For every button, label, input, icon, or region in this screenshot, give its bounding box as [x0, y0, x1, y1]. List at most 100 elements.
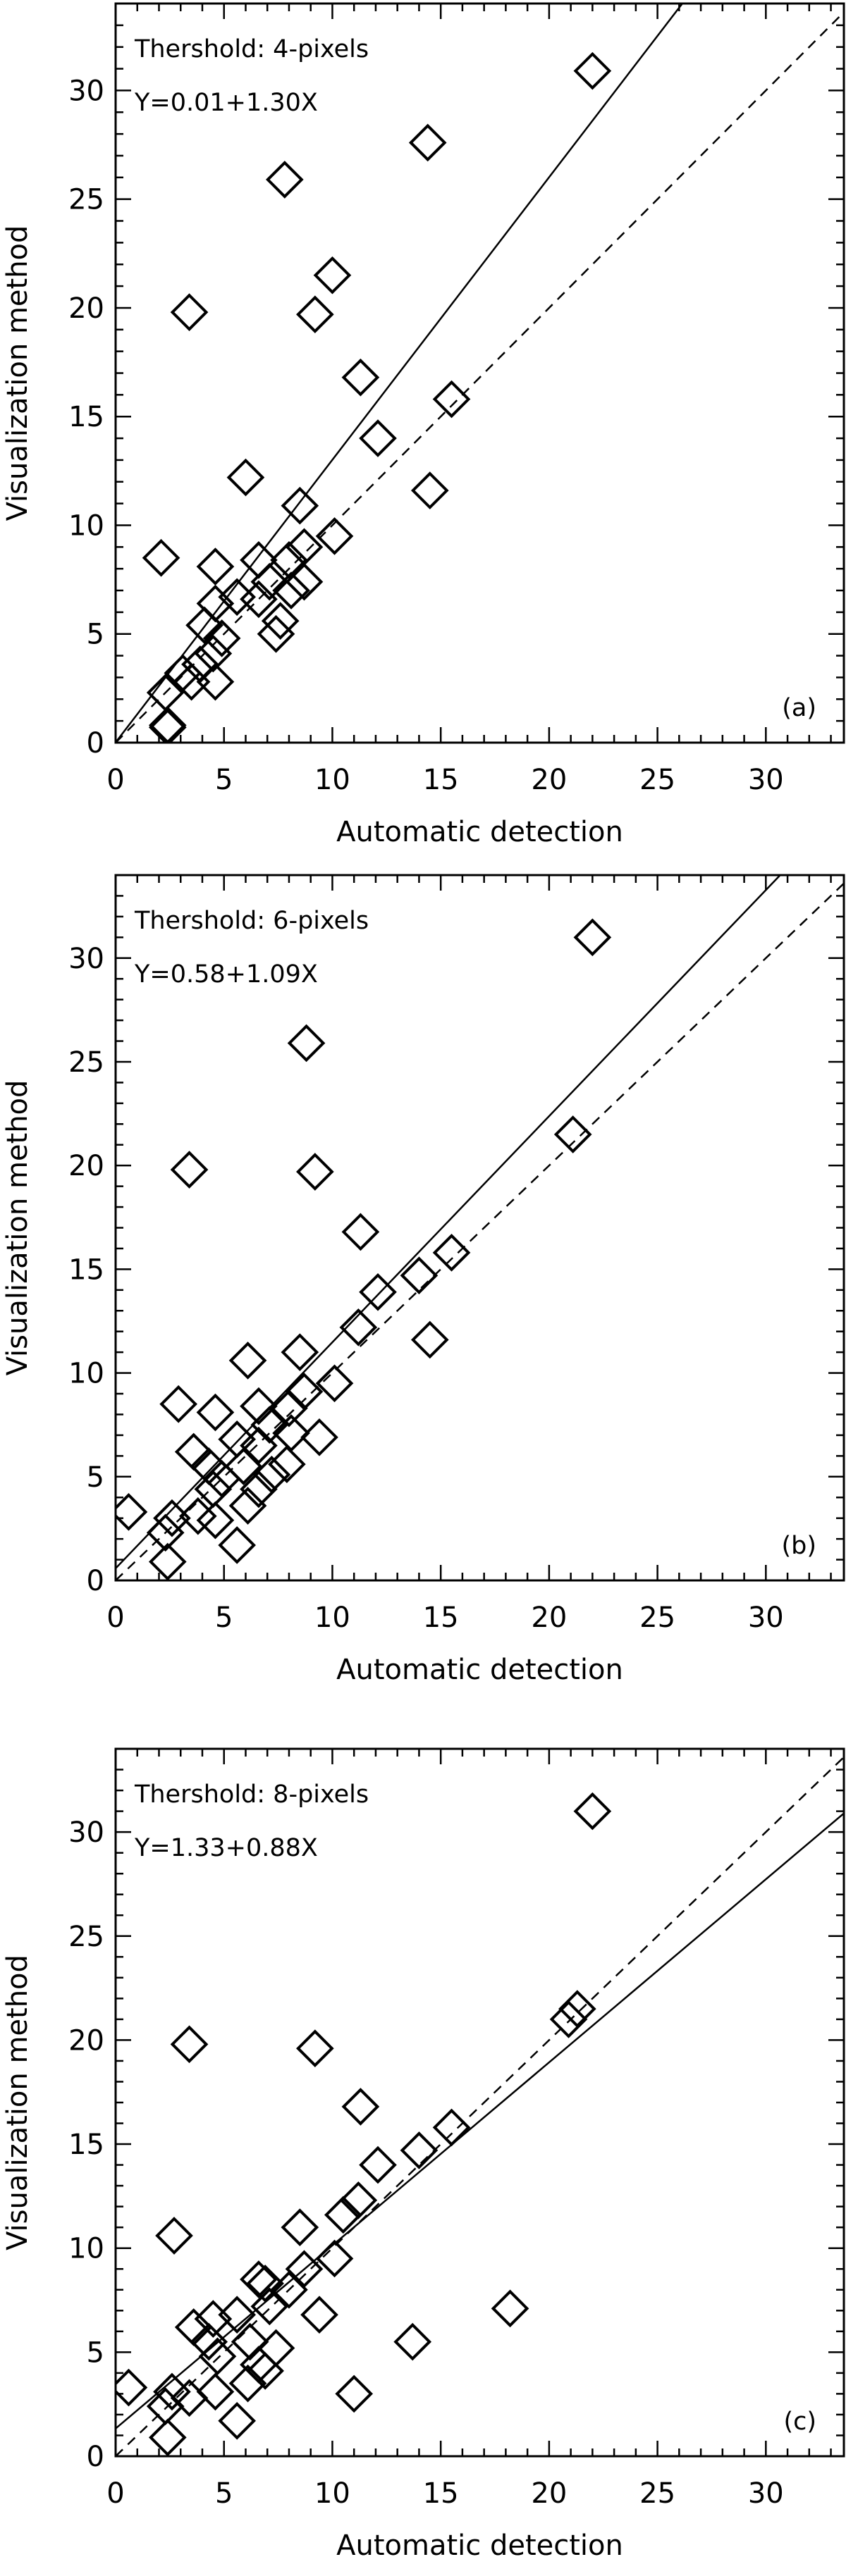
threshold-annotation: Thershold: 8-pixels — [134, 1781, 369, 1809]
data-point — [410, 1320, 449, 1359]
data-point — [142, 538, 180, 577]
data-point — [573, 51, 612, 90]
x-tick-label: 25 — [639, 2477, 675, 2510]
plot-frame — [114, 2, 845, 744]
data-point — [573, 918, 612, 957]
data-point — [196, 547, 235, 586]
data-point — [250, 1406, 289, 1444]
data-point — [170, 2379, 209, 2417]
y-tick-label: 10 — [68, 1358, 104, 1390]
data-point — [553, 1115, 592, 1153]
x-tick-label: 10 — [314, 2477, 350, 2510]
data-point — [116, 2368, 148, 2407]
plot-frame — [114, 1747, 845, 2458]
data-point — [148, 2418, 187, 2456]
data-point — [296, 1153, 334, 1191]
y-tick-label: 25 — [68, 184, 104, 216]
y-tick-label: 0 — [87, 1565, 104, 1597]
x-tick-label: 5 — [215, 1602, 233, 1634]
data-point — [194, 2300, 233, 2338]
data-point — [190, 2322, 228, 2361]
lines-group — [116, 1756, 844, 2456]
x-tick-label: 15 — [423, 764, 459, 796]
data-point — [153, 1499, 191, 1537]
data-point — [148, 708, 187, 743]
data-point — [400, 2131, 439, 2169]
y-tick-label: 5 — [87, 2336, 104, 2369]
x-tick-label: 0 — [106, 2477, 124, 2510]
x-tick-label: 15 — [423, 1602, 459, 1634]
data-point — [218, 2401, 256, 2440]
y-tick-label: 0 — [87, 2441, 104, 2473]
y-tick-label: 20 — [68, 2024, 104, 2057]
x-tick-label: 0 — [106, 1602, 124, 1634]
data-point — [202, 1459, 241, 1498]
y-tick-label: 20 — [68, 292, 104, 325]
data-point — [196, 1501, 235, 1540]
fit-equation-annotation: Y=0.01+1.30X — [134, 89, 318, 117]
data-point — [393, 2322, 432, 2361]
data-point — [240, 580, 278, 619]
data-point — [296, 295, 334, 334]
data-point — [240, 1426, 278, 1465]
data-point — [270, 2270, 308, 2309]
data-point — [410, 471, 449, 509]
plot-frame — [114, 874, 845, 1582]
data-point — [240, 2260, 278, 2298]
data-point — [268, 1445, 306, 1483]
data-point — [228, 1342, 267, 1380]
fit-equation-annotation: Y=1.33+0.88X — [134, 1834, 318, 1862]
data-point — [272, 571, 310, 609]
data-point — [408, 123, 447, 162]
data-point — [246, 2352, 284, 2390]
y-tick-label: 5 — [87, 1461, 104, 1494]
panel-label: (b) — [781, 1532, 816, 1560]
data-point — [335, 2374, 374, 2413]
x-tick-label: 0 — [106, 764, 124, 796]
data-point — [257, 614, 295, 653]
y-tick-label: 15 — [68, 1253, 104, 1286]
fit-line — [116, 875, 782, 1569]
data-point — [148, 706, 187, 743]
points-group — [142, 51, 612, 743]
x-tick-label: 25 — [639, 1602, 675, 1634]
data-point — [231, 2322, 269, 2361]
data-point — [339, 1308, 378, 1346]
x-tick-label: 20 — [531, 2477, 567, 2510]
data-point — [146, 1513, 185, 1552]
data-point — [432, 2108, 471, 2147]
data-point — [170, 293, 209, 331]
data-point — [341, 2088, 380, 2126]
data-point — [287, 1024, 326, 1063]
y-tick-label: 30 — [68, 1816, 104, 1849]
y-tick-label: 30 — [68, 75, 104, 107]
data-point — [359, 419, 397, 457]
y-tick-label: 25 — [68, 1921, 104, 1953]
x-tick-label: 20 — [531, 764, 567, 796]
x-tick-label: 25 — [639, 764, 675, 796]
x-tick-label: 15 — [423, 2477, 459, 2510]
data-point — [285, 1373, 324, 1411]
data-point — [432, 380, 471, 419]
data-point — [300, 1418, 338, 1456]
data-point — [226, 458, 265, 497]
y-tick-label: 20 — [68, 1150, 104, 1182]
data-point — [265, 161, 304, 199]
y-tick-label: 30 — [68, 943, 104, 975]
data-point — [224, 1447, 263, 1485]
data-point — [228, 1487, 267, 1525]
data-point — [558, 1990, 596, 2028]
data-point — [218, 2296, 256, 2334]
panel-a: 0 5 10 15 20 25 30 0 5 10 15 20 25 30 Automatic detect… — [1, 2, 845, 848]
x-tick-label: 30 — [748, 1602, 784, 1634]
lines-group — [116, 4, 844, 743]
y-tick-label: 10 — [68, 509, 104, 542]
data-point — [198, 2337, 237, 2376]
data-point — [246, 2265, 284, 2303]
x-tick-label: 5 — [215, 764, 233, 796]
data-point — [148, 1542, 187, 1580]
data-point — [240, 1470, 278, 1509]
data-point — [196, 662, 235, 701]
y-tick-label: 10 — [68, 2233, 104, 2265]
